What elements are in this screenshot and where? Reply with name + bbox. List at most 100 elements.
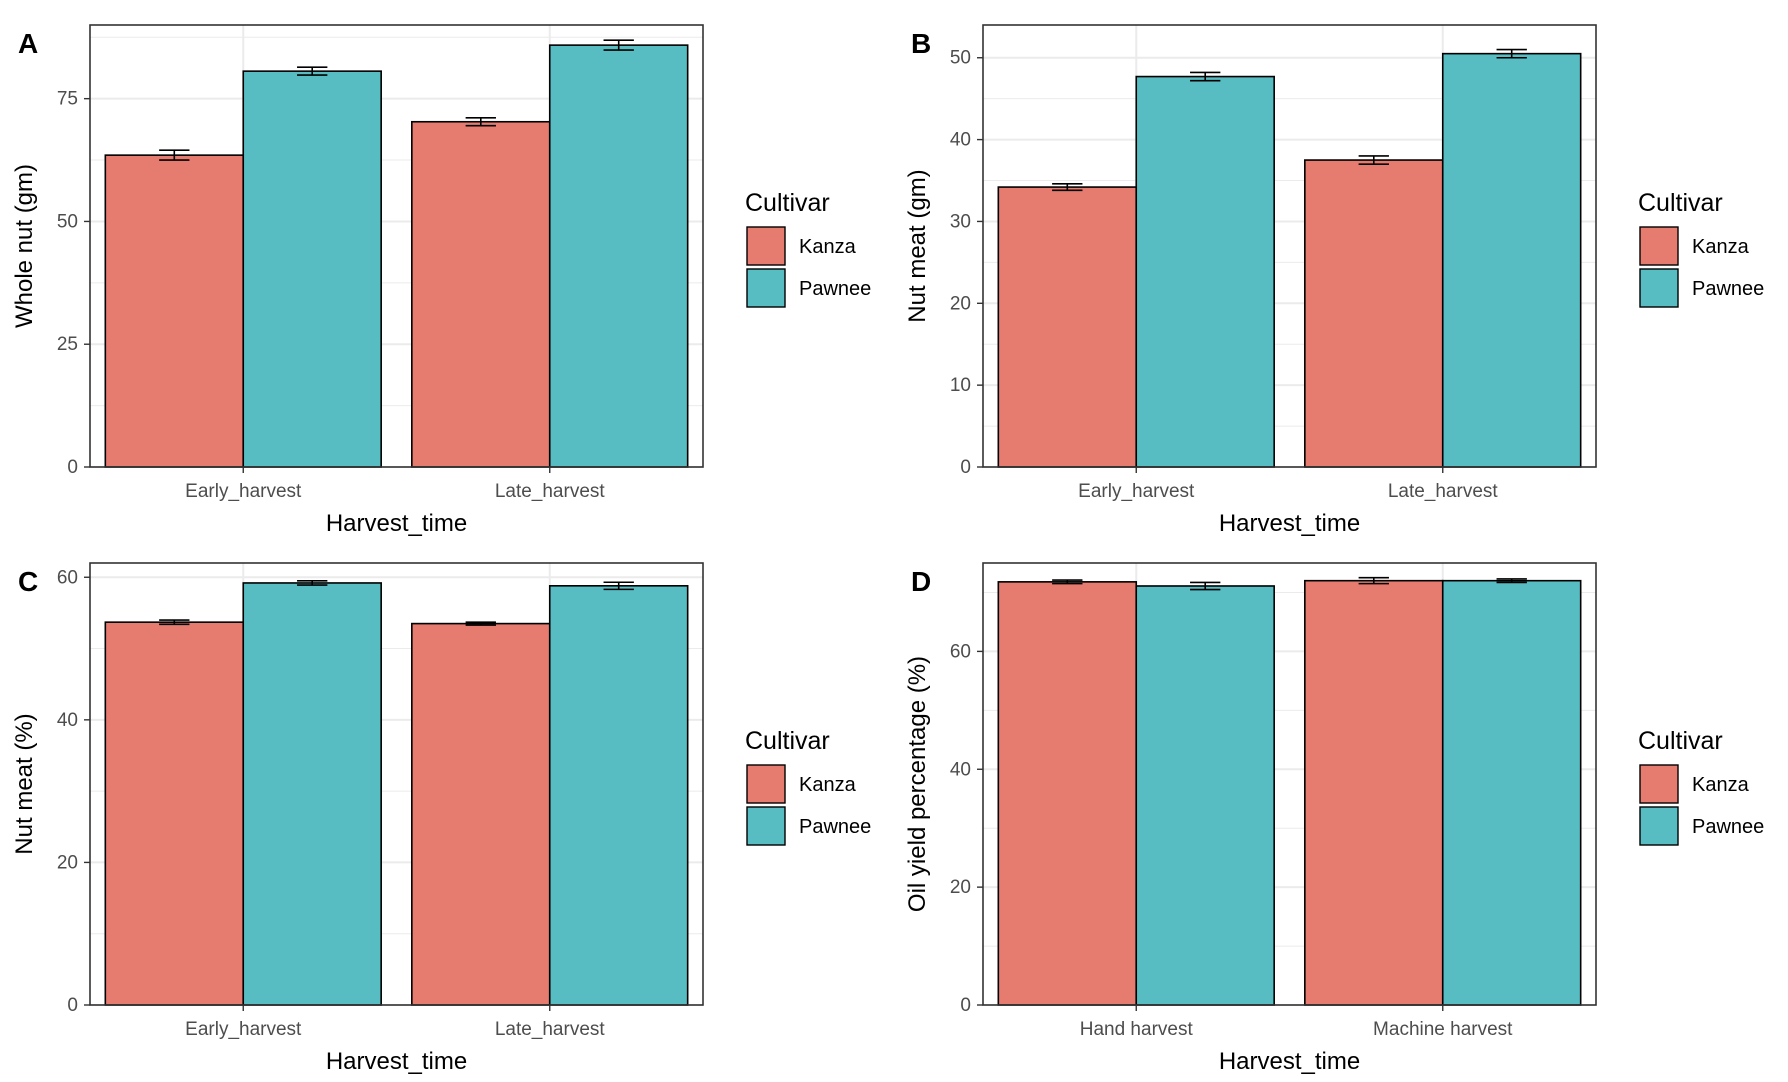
bar-kanza-late-harvest [1304, 159, 1444, 468]
x-axis-title: Harvest_time [326, 1048, 467, 1075]
y-tick-label: 40 [57, 710, 78, 731]
legend-title: Cultivar [1638, 189, 1723, 217]
y-tick-label: 75 [57, 89, 78, 110]
x-axis-title: Harvest_time [1219, 1048, 1360, 1075]
y-tick-label: 40 [950, 130, 971, 151]
legend-label-kanza: Kanza [799, 774, 857, 796]
panel-c: 0 20 40 60 Early_harvest Late_harvest Harvest_… [11, 562, 871, 1075]
panel-letter: D [911, 566, 931, 597]
legend: Cultivar Kanza Pawnee [745, 189, 871, 308]
panel-a: 0 25 50 75 Early_harvest Late_harvest Harvest_… [11, 24, 871, 537]
legend-key-pawnee [1639, 268, 1679, 308]
bar-kanza-early-harvest [997, 186, 1138, 468]
panel-letter: A [18, 28, 38, 59]
bar-pawnee-late-harvest [548, 585, 689, 1006]
legend-title: Cultivar [745, 727, 830, 755]
y-axis-title: Nut meat (%) [11, 713, 38, 854]
plot-border [89, 562, 704, 1006]
error-bar [159, 619, 190, 626]
x-tick-label: Early_harvest [1078, 481, 1195, 502]
error-bar [1358, 155, 1389, 165]
x-axis-title: Harvest_time [1219, 510, 1360, 537]
y-tick-label: 50 [57, 211, 78, 232]
plot-border [982, 24, 1597, 468]
bar-pawnee-early-harvest [242, 582, 382, 1006]
error-bar [1190, 581, 1221, 591]
bar-pawnee-early-harvest [1135, 75, 1275, 468]
error-bar [603, 39, 634, 51]
y-tick-label: 40 [950, 759, 971, 780]
x-tick-label: Early_harvest [185, 481, 302, 502]
bar-pawnee-early-harvest [242, 70, 382, 468]
legend-key-pawnee [746, 268, 786, 308]
x-axis-title: Harvest_time [326, 510, 467, 537]
y-axis-title: Whole nut (gm) [11, 164, 38, 328]
panel-letter: B [911, 28, 931, 59]
x-tick-label: Late_harvest [495, 1019, 606, 1040]
bar-kanza-machine-harvest [1304, 579, 1444, 1006]
legend: Cultivar Kanza Pawnee [745, 727, 871, 846]
legend-title: Cultivar [745, 189, 830, 217]
panel-d: 0 20 40 60 Hand harvest Machine harvest Harves… [904, 562, 1764, 1075]
legend-label-pawnee: Pawnee [799, 278, 871, 300]
legend-label-pawnee: Pawnee [799, 816, 871, 838]
legend-label-kanza: Kanza [799, 236, 857, 258]
legend-key-pawnee [746, 806, 786, 846]
error-bar [1052, 579, 1083, 585]
x-tick-label: Late_harvest [495, 481, 606, 502]
y-tick-label: 25 [57, 334, 78, 355]
bar-kanza-early-harvest [104, 621, 245, 1006]
legend: Cultivar Kanza Pawnee [1638, 189, 1764, 308]
y-tick-label: 30 [950, 211, 971, 232]
legend-label-pawnee: Pawnee [1692, 278, 1764, 300]
panel-letter: C [18, 566, 38, 597]
bar-pawnee-machine-harvest [1441, 579, 1582, 1006]
error-bar [1190, 71, 1221, 82]
legend-key-kanza [746, 764, 786, 804]
panel-b: 0 10 20 30 40 50 Early_harvest Late_harvest Harv… [904, 24, 1764, 537]
bar-kanza-late-harvest [411, 622, 551, 1006]
bar-pawnee-late-harvest [1441, 52, 1582, 468]
x-tick-label: Early_harvest [185, 1019, 302, 1040]
y-tick-label: 10 [950, 375, 971, 396]
error-bar [465, 117, 496, 127]
error-bar [465, 621, 496, 626]
y-tick-label: 60 [950, 641, 971, 662]
legend-label-kanza: Kanza [1692, 236, 1750, 258]
x-tick-label: Machine harvest [1373, 1019, 1513, 1040]
y-tick-label: 60 [57, 567, 78, 588]
legend-key-pawnee [1639, 806, 1679, 846]
bar-pawnee-late-harvest [548, 44, 689, 468]
y-axis-title: Oil yield percentage (%) [904, 656, 931, 912]
legend-label-kanza: Kanza [1692, 774, 1750, 796]
legend-label-pawnee: Pawnee [1692, 816, 1764, 838]
y-tick-label: 0 [67, 995, 78, 1016]
error-bar [297, 580, 328, 586]
y-axis-title: Nut meat (gm) [904, 169, 931, 322]
error-bar [297, 66, 328, 76]
legend: Cultivar Kanza Pawnee [1638, 727, 1764, 846]
error-bar [603, 581, 634, 591]
y-tick-label: 0 [960, 457, 971, 478]
bar-kanza-late-harvest [411, 120, 551, 468]
legend-key-kanza [746, 226, 786, 266]
error-bar [1052, 182, 1083, 192]
legend-key-kanza [1639, 764, 1679, 804]
y-tick-label: 20 [57, 852, 78, 873]
x-tick-label: Hand harvest [1080, 1019, 1194, 1040]
bar-kanza-hand-harvest [997, 581, 1138, 1006]
bar-pawnee-hand-harvest [1135, 585, 1275, 1006]
bar-kanza-early-harvest [104, 154, 245, 468]
y-tick-label: 20 [950, 877, 971, 898]
y-tick-label: 0 [960, 995, 971, 1016]
error-bar [159, 149, 190, 161]
y-tick-label: 0 [67, 457, 78, 478]
y-tick-label: 50 [950, 48, 971, 69]
x-tick-label: Late_harvest [1388, 481, 1499, 502]
error-bar [1496, 48, 1527, 59]
legend-key-kanza [1639, 226, 1679, 266]
plot-border [89, 24, 704, 468]
plot-border [982, 562, 1597, 1006]
legend-title: Cultivar [1638, 727, 1723, 755]
